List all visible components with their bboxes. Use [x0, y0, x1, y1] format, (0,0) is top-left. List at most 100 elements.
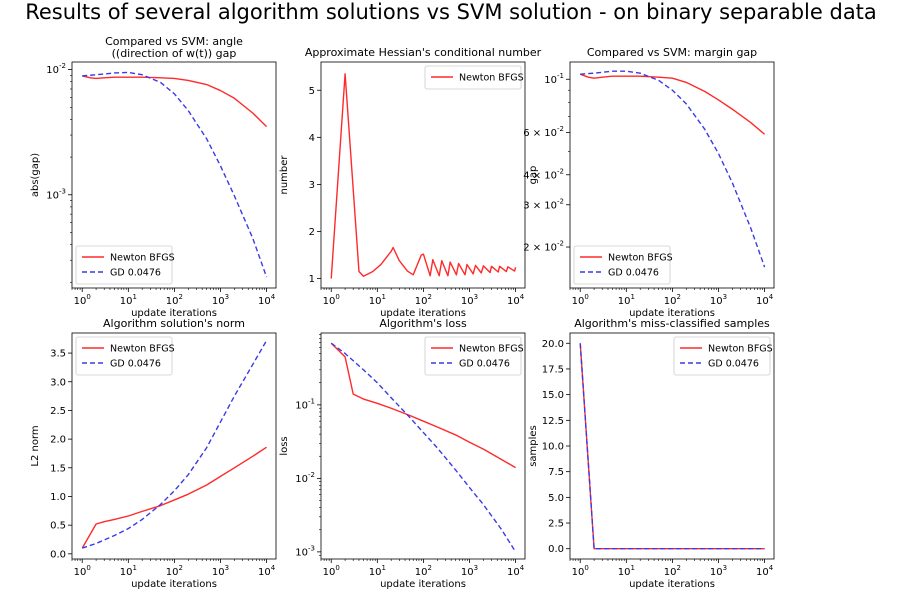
plot-area [579, 70, 766, 268]
x-tick-label: 101 [618, 564, 635, 578]
legend-label: Newton BFGS [459, 73, 524, 84]
x-tick-label: 100 [572, 293, 589, 307]
y-tick-label: 1.0 [50, 492, 66, 503]
x-tick-label: 100 [572, 564, 589, 578]
legend-label: GD 0.0476 [608, 268, 659, 279]
legend-label: Newton BFGS [608, 253, 673, 264]
figure-title: Results of several algorithm solutions v… [25, 0, 877, 24]
y-tick-label: 2 × 10-2 [523, 240, 564, 254]
x-tick-label: 104 [756, 564, 774, 578]
legend: Newton BFGS GD 0.0476 [424, 336, 524, 376]
x-tick-label: 104 [258, 564, 276, 578]
y-tick-label: 3 [309, 180, 315, 191]
legend-label: GD 0.0476 [708, 359, 759, 370]
legend-box [573, 245, 671, 285]
legend: Newton BFGS [424, 65, 524, 90]
legend: Newton BFGS GD 0.0476 [75, 336, 175, 376]
axes-frame [320, 61, 526, 289]
chart-title: Compared vs SVM: angle [105, 35, 243, 48]
y-tick-label: 5.0 [548, 493, 564, 504]
y-tick-label: 3.5 [50, 349, 66, 360]
legend-label: GD 0.0476 [110, 268, 161, 279]
x-tick-label: 103 [461, 564, 478, 578]
x-tick-label: 103 [710, 293, 727, 307]
axes-frame [320, 332, 526, 560]
chart-title: Algorithm's miss-classified samples [574, 317, 770, 330]
y-tick-label: 7.5 [548, 467, 564, 478]
legend: Newton BFGS GD 0.0476 [573, 245, 673, 285]
series-line-2 [580, 70, 766, 268]
chart-title: Compared vs SVM: margin gap [587, 46, 757, 59]
legend-box [75, 336, 173, 376]
legend: Newton BFGS GD 0.0476 [75, 245, 175, 285]
y-axis-label: gap [528, 166, 539, 185]
series-line-1 [82, 75, 268, 128]
chart-5: 100 101 102 103 104 10-1 10-2 10-3 Algorithm's l… [279, 317, 526, 590]
y-axis-label: samples [528, 425, 539, 467]
x-tick-label: 101 [120, 564, 137, 578]
y-tick-label: 10-1 [295, 397, 315, 411]
series-line-1 [579, 73, 766, 135]
y-tick-label: 2.0 [50, 435, 66, 446]
y-axis-label: number [279, 155, 290, 195]
y-tick-label: 2.5 [548, 519, 564, 530]
series-line-2 [82, 71, 268, 278]
chart-4: 100 101 102 103 104 0.0 0.5 1.0 1.5 2.0 2.5 3.0 3.5 A… [30, 317, 277, 590]
y-tick-label: 1.5 [50, 463, 66, 474]
y-tick-label: 10.0 [542, 442, 564, 453]
series-line-1 [330, 342, 516, 469]
y-tick-label: 10-2 [46, 62, 66, 76]
x-axis-label: update iterations [629, 308, 715, 319]
chart-title: Algorithm's loss [379, 317, 467, 330]
legend-label: Newton BFGS [110, 344, 175, 355]
x-tick-label: 103 [461, 293, 478, 307]
legend-box [424, 65, 522, 90]
x-tick-label: 103 [710, 564, 727, 578]
y-tick-label: 10-2 [295, 471, 315, 485]
y-tick-label: 2.5 [50, 406, 66, 417]
y-tick-label: 10-1 [544, 72, 564, 86]
plot-area [81, 340, 268, 549]
x-tick-label: 101 [618, 293, 635, 307]
series-line-2 [330, 342, 517, 553]
y-tick-label: 20.0 [542, 339, 564, 350]
chart-2: 100 101 102 103 104 1 2 3 4 5 Approximate Hessian'… [279, 46, 542, 319]
x-axis-label: update iterations [380, 308, 466, 319]
y-tick-label: 10-3 [46, 187, 66, 201]
legend-label: GD 0.0476 [459, 359, 510, 370]
y-tick-label: 2 [309, 227, 315, 238]
y-tick-label: 5 [309, 86, 315, 97]
plot-area [330, 342, 517, 553]
x-tick-label: 102 [415, 564, 432, 578]
x-axis-label: update iterations [629, 579, 715, 590]
legend: Newton BFGS GD 0.0476 [673, 336, 773, 376]
x-axis-label: update iterations [380, 579, 466, 590]
y-tick-label: 6 × 10-2 [523, 125, 564, 139]
x-tick-label: 104 [507, 564, 525, 578]
x-tick-label: 100 [74, 293, 91, 307]
x-tick-label: 104 [258, 293, 276, 307]
x-tick-label: 102 [664, 564, 681, 578]
y-tick-label: 0.0 [50, 549, 66, 560]
x-tick-label: 100 [323, 564, 340, 578]
x-tick-label: 103 [212, 564, 229, 578]
y-tick-label: 10-3 [295, 544, 315, 558]
x-tick-label: 101 [369, 293, 386, 307]
x-tick-label: 104 [756, 293, 774, 307]
legend-label: Newton BFGS [459, 344, 524, 355]
x-tick-label: 103 [212, 293, 229, 307]
y-tick-label: 15.0 [542, 390, 564, 401]
y-tick-label: 0.0 [548, 544, 564, 555]
y-tick-label: 3.0 [50, 377, 66, 388]
plot-area [82, 71, 268, 278]
x-tick-label: 100 [323, 293, 340, 307]
series-line-1 [330, 73, 517, 279]
plot-area [579, 343, 765, 550]
chart-title: Algorithm solution's norm [103, 317, 245, 330]
axes-frame [71, 332, 277, 560]
legend-label: Newton BFGS [110, 253, 175, 264]
x-axis-label: update iterations [131, 308, 217, 319]
legend-box [424, 336, 522, 376]
y-axis-label: L2 norm [30, 425, 41, 466]
